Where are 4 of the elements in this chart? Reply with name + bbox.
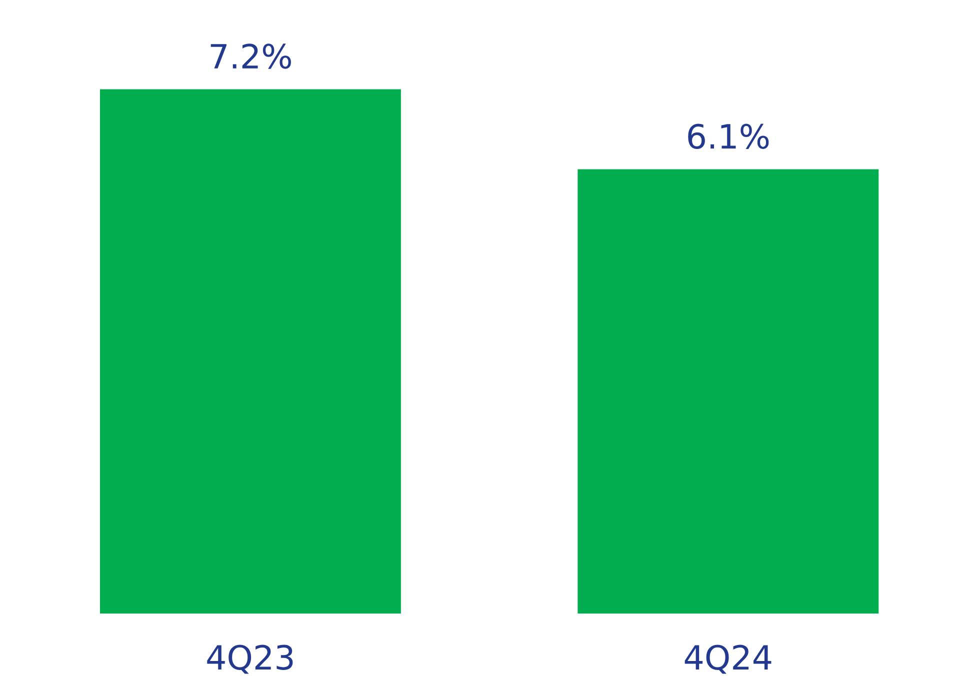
x-tick-label: 4Q23	[207, 644, 293, 674]
data-label: 7.2%	[210, 44, 291, 69]
x-tick-label: 4Q24	[684, 644, 772, 674]
data-label: 6.1%	[688, 124, 769, 149]
